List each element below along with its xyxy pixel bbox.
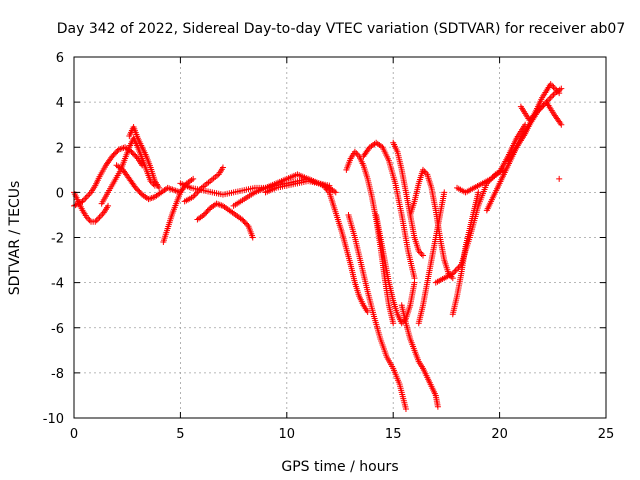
data-point — [204, 207, 211, 214]
data-point — [110, 151, 117, 158]
series-arc-09 — [194, 200, 256, 241]
axis-ticks — [73, 56, 607, 419]
data-point — [133, 154, 140, 161]
series-arc-18 — [398, 302, 441, 410]
data-point — [402, 405, 409, 412]
data-point — [239, 216, 246, 223]
data-point — [93, 217, 100, 224]
data-point — [550, 91, 557, 98]
x-tick-label: 5 — [176, 427, 184, 442]
y-tick-label: -4 — [51, 277, 64, 292]
data-point — [242, 220, 249, 227]
y-tick-label: -10 — [43, 412, 64, 427]
series-arc-14 — [345, 211, 409, 412]
x-tick-label: 25 — [598, 427, 615, 442]
data-point — [558, 121, 565, 128]
data-point — [418, 251, 425, 258]
data-point — [190, 175, 197, 182]
y-tick-label: 6 — [56, 51, 64, 66]
x-tick-label: 15 — [385, 427, 402, 442]
y-tick-label: 2 — [56, 141, 64, 156]
x-tick-label: 0 — [70, 427, 78, 442]
series-arc-02 — [71, 144, 146, 209]
series-arc-17 — [390, 139, 426, 259]
data-point — [132, 152, 139, 159]
x-tick-label: 10 — [279, 427, 296, 442]
y-tick-labels: -10 -8 -6 -4 -2 0 2 4 6 — [43, 51, 64, 427]
data-points — [71, 81, 565, 412]
data-point — [113, 149, 120, 156]
data-point — [109, 153, 116, 160]
data-point — [411, 279, 418, 286]
data-point — [556, 175, 563, 182]
data-point — [96, 214, 103, 221]
data-point — [82, 195, 89, 202]
y-tick-label: 4 — [56, 96, 64, 111]
y-axis-label: SDTVAR / TECUs — [7, 181, 23, 296]
series-arc-01 — [71, 189, 112, 225]
data-point — [97, 212, 104, 219]
data-point — [364, 308, 371, 315]
y-tick-label: 0 — [56, 186, 64, 201]
data-point — [200, 211, 207, 218]
series-arc-22 — [449, 189, 482, 318]
series-isolated — [556, 175, 563, 182]
data-point — [156, 184, 163, 191]
data-point — [202, 210, 209, 217]
data-point — [83, 193, 90, 200]
data-point — [203, 209, 210, 216]
data-point — [95, 215, 102, 222]
data-point — [547, 94, 554, 101]
y-tick-label: -2 — [51, 232, 64, 247]
data-point — [419, 252, 426, 259]
data-point — [86, 217, 93, 224]
data-point — [550, 84, 557, 91]
series-arc-05 — [113, 162, 184, 203]
data-point — [441, 189, 448, 196]
data-point — [136, 188, 143, 195]
series-arc-15 — [360, 139, 418, 282]
data-point — [475, 189, 482, 196]
grid-lines — [74, 57, 606, 418]
y-tick-label: -6 — [51, 322, 64, 337]
data-point — [105, 202, 112, 209]
data-point — [129, 150, 136, 157]
data-point — [133, 186, 140, 193]
data-point — [219, 164, 226, 171]
data-point — [241, 219, 248, 226]
data-point — [390, 320, 397, 327]
data-point — [193, 190, 200, 197]
data-point — [244, 221, 251, 228]
series-arc-04 — [126, 123, 163, 191]
series-arc-20 — [415, 189, 448, 327]
series-arc-06 — [160, 175, 197, 246]
series-arc-16 — [373, 211, 418, 327]
data-point — [131, 151, 138, 158]
data-point — [240, 217, 247, 224]
data-point — [197, 186, 204, 193]
data-point — [558, 85, 565, 92]
series-arc-23 — [454, 121, 529, 196]
series-arc-12 — [322, 184, 371, 315]
x-tick-labels: 0 5 10 15 20 25 — [70, 427, 614, 442]
x-axis-label: GPS time / hours — [281, 459, 398, 475]
data-point — [556, 90, 563, 97]
data-point — [452, 267, 459, 274]
data-point — [249, 234, 256, 241]
series-arc-26 — [517, 99, 565, 128]
data-point — [111, 150, 118, 157]
data-point — [128, 148, 135, 155]
data-point — [332, 189, 339, 196]
x-tick-label: 20 — [491, 427, 508, 442]
chart-title: Day 342 of 2022, Sidereal Day-to-day VTE… — [57, 21, 626, 37]
y-tick-label: -8 — [51, 367, 64, 382]
data-point — [549, 93, 556, 100]
data-point — [434, 403, 441, 410]
data-point — [135, 187, 142, 194]
series-arc-08 — [181, 164, 226, 205]
data-point — [85, 192, 92, 199]
data-point — [132, 184, 139, 191]
series-arc-24 — [483, 85, 565, 214]
